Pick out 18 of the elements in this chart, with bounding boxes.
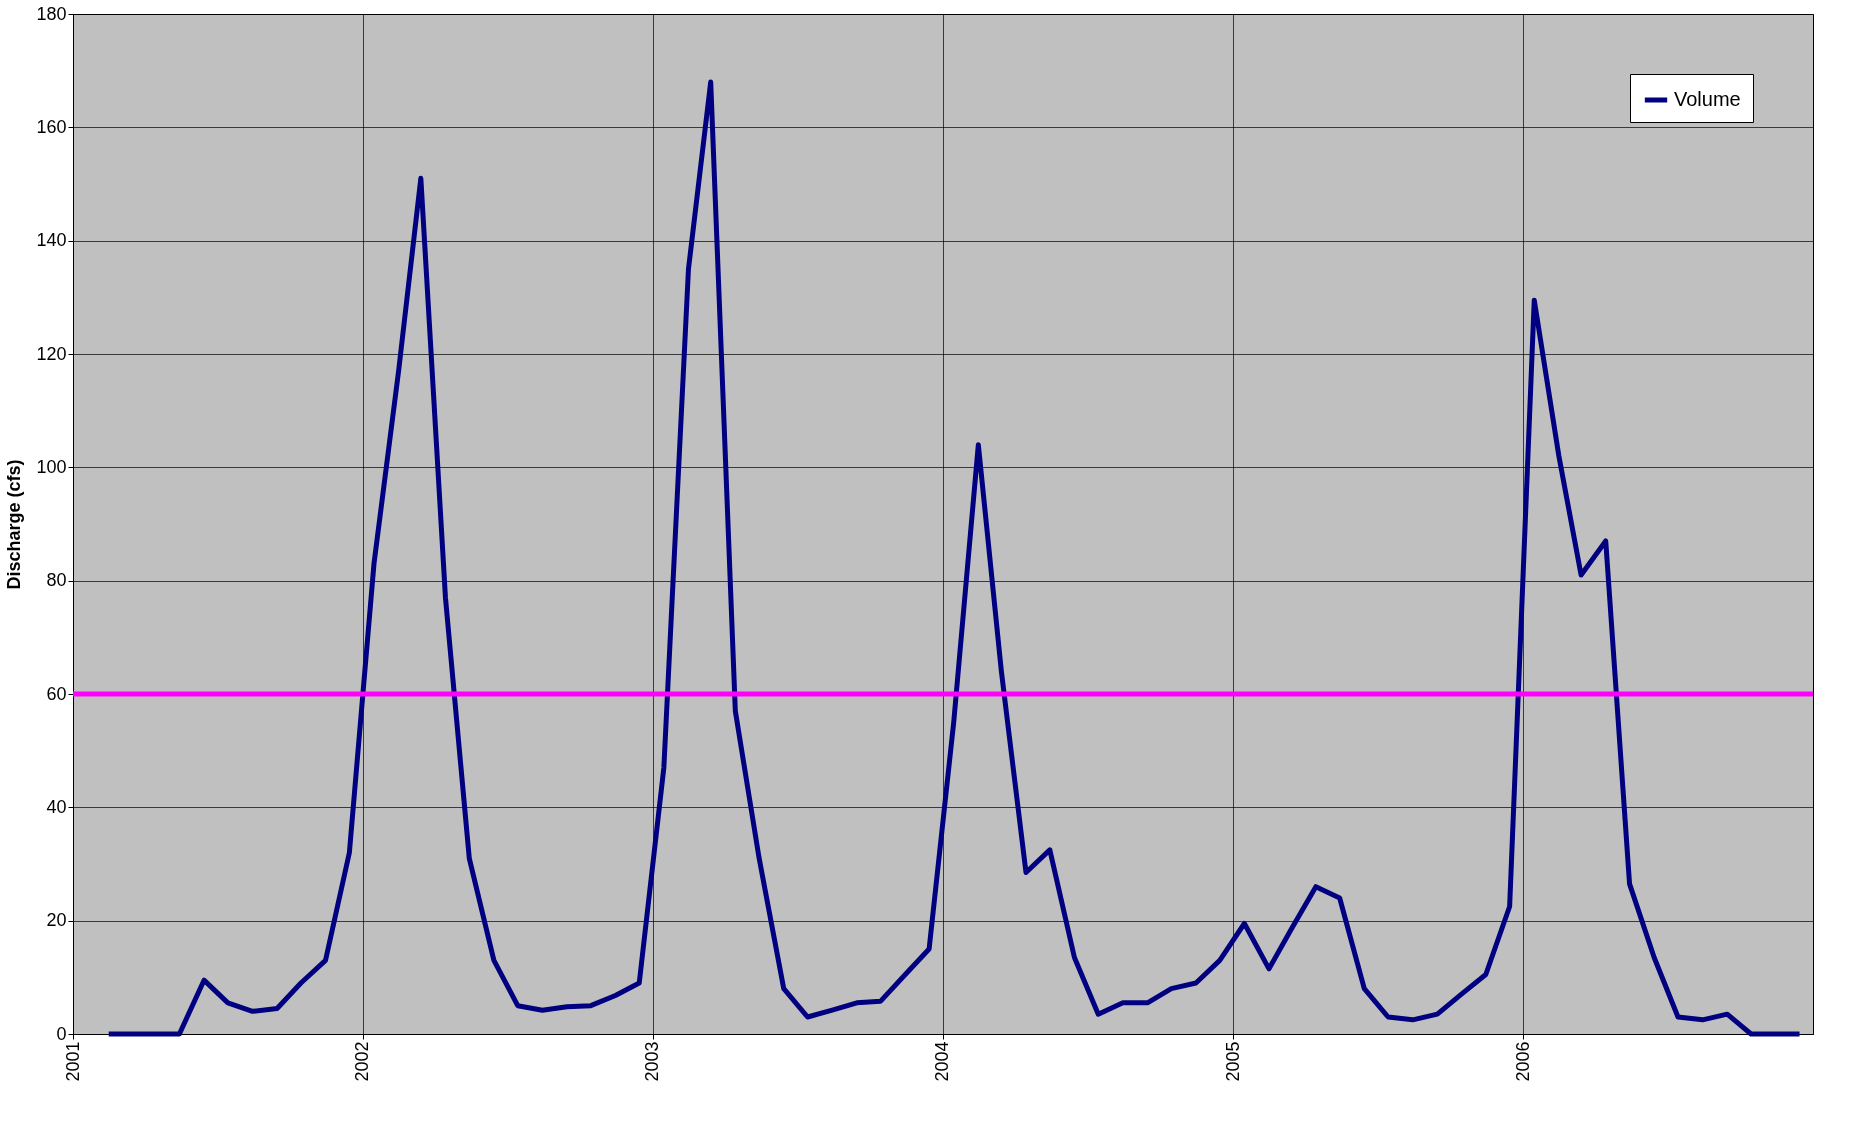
x-tick-label: 2006 xyxy=(1512,1041,1533,1082)
y-tick-label: 120 xyxy=(36,343,67,364)
x-tick-label: 2005 xyxy=(1222,1041,1243,1082)
y-tick-label: 160 xyxy=(36,116,67,137)
y-tick-label: 100 xyxy=(36,456,67,477)
y-tick-label: 80 xyxy=(46,570,67,591)
y-tick-label: 140 xyxy=(36,230,67,251)
y-axis-title: Discharge (cfs) xyxy=(4,459,25,590)
y-tick-label: 0 xyxy=(56,1023,67,1044)
x-tick-label: 2002 xyxy=(352,1041,373,1082)
y-tick-label: 180 xyxy=(36,3,67,24)
x-tick-label: 2004 xyxy=(932,1041,953,1082)
legend-label: Volume xyxy=(1674,88,1741,110)
y-tick-label: 60 xyxy=(46,683,67,704)
x-tick-label: 2001 xyxy=(62,1041,83,1082)
x-tick-label: 2003 xyxy=(642,1041,663,1082)
y-tick-label: 40 xyxy=(46,796,67,817)
y-tick-label: 20 xyxy=(46,910,67,931)
